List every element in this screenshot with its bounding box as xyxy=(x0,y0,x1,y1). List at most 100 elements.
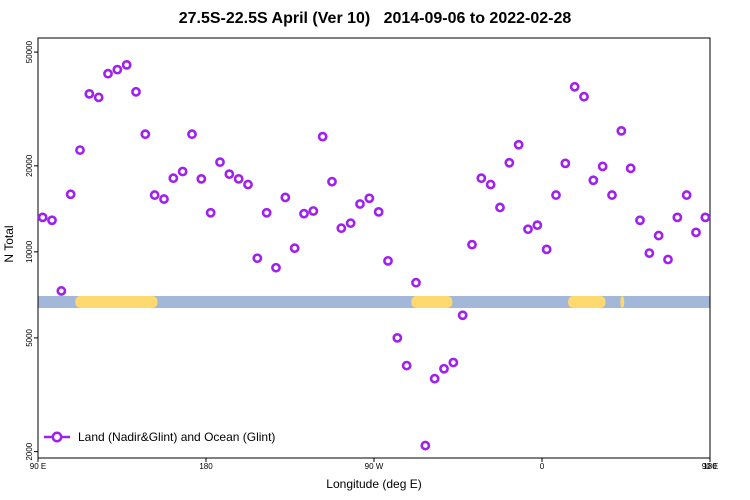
data-point xyxy=(140,129,151,140)
x-tick-label: 180 xyxy=(199,462,213,471)
scatter-series xyxy=(37,59,711,451)
y-axis-label: N Total xyxy=(2,225,16,263)
data-point xyxy=(224,169,235,180)
data-point xyxy=(448,357,459,368)
data-point xyxy=(252,253,263,264)
data-point xyxy=(560,158,571,169)
data-point xyxy=(569,81,580,92)
data-point xyxy=(355,199,365,209)
data-point xyxy=(112,64,123,75)
data-point xyxy=(308,206,319,216)
data-point xyxy=(635,215,645,226)
data-point xyxy=(177,166,188,177)
data-point xyxy=(103,68,113,79)
x-tick-label: 90 E xyxy=(30,462,46,471)
data-point xyxy=(495,202,505,213)
data-point xyxy=(327,176,337,187)
data-point xyxy=(280,192,291,203)
data-point xyxy=(373,206,384,217)
data-point xyxy=(93,92,104,103)
x-tick-label: 180 xyxy=(703,462,717,471)
data-point xyxy=(457,310,468,321)
data-point xyxy=(233,173,244,184)
data-point xyxy=(700,212,711,223)
data-point xyxy=(168,173,179,184)
data-point xyxy=(65,189,76,200)
data-point xyxy=(691,227,701,238)
data-point xyxy=(364,193,375,204)
x-axis-label: Longitude (deg E) xyxy=(326,477,422,491)
data-point xyxy=(439,363,449,374)
data-point xyxy=(56,286,67,296)
data-point xyxy=(513,139,524,150)
data-point xyxy=(597,161,608,172)
data-point xyxy=(84,88,95,99)
data-point xyxy=(504,157,515,168)
data-point xyxy=(401,360,412,371)
land-band-segment xyxy=(568,296,606,308)
data-point xyxy=(215,157,225,168)
data-point xyxy=(420,440,431,451)
data-point xyxy=(532,220,543,231)
data-point xyxy=(392,332,403,343)
data-point xyxy=(467,239,477,250)
data-point xyxy=(317,131,328,142)
chart-title: 27.5S-22.5S April (Ver 10) 2014-09-06 to… xyxy=(178,10,572,27)
legend-label: Land (Nadir&Glint) and Ocean (Glint) xyxy=(78,430,276,444)
y-tick-label: 10000 xyxy=(25,240,34,263)
data-point xyxy=(261,207,272,218)
data-point xyxy=(579,91,589,102)
data-point xyxy=(149,190,160,200)
land-band-segment xyxy=(620,296,625,308)
legend: Land (Nadir&Glint) and Ocean (Glint) xyxy=(42,428,275,446)
land-band-segment xyxy=(75,296,158,308)
data-point xyxy=(616,125,627,136)
data-point xyxy=(653,230,664,241)
data-point xyxy=(47,215,57,226)
x-tick-label: 90 W xyxy=(365,462,384,471)
data-point xyxy=(289,243,300,254)
data-point xyxy=(37,212,48,223)
y-axis-ticks: 2000 5000 10000 20000 50000 xyxy=(25,40,38,461)
data-point xyxy=(345,218,356,229)
y-tick-label: 50000 xyxy=(25,40,34,63)
data-point xyxy=(196,173,207,184)
data-point xyxy=(681,190,692,200)
data-point xyxy=(644,248,655,258)
data-point xyxy=(75,145,85,155)
data-point xyxy=(607,190,617,200)
plot-frame xyxy=(37,37,711,459)
data-point xyxy=(663,254,673,265)
x-tick-label: 90 E xyxy=(702,462,718,471)
data-point xyxy=(243,179,253,190)
land-band-segment xyxy=(411,296,453,308)
data-point xyxy=(588,175,599,186)
data-point xyxy=(131,86,141,97)
data-point xyxy=(121,59,132,70)
y-tick-label: 20000 xyxy=(25,154,34,177)
data-point xyxy=(476,173,487,184)
data-point xyxy=(336,223,347,234)
data-point xyxy=(625,163,636,174)
y-tick-label: 2000 xyxy=(25,442,34,460)
data-point xyxy=(429,373,440,384)
data-point xyxy=(383,255,393,266)
data-point xyxy=(485,179,496,190)
legend-marker-icon xyxy=(44,431,70,443)
data-point xyxy=(523,224,533,235)
data-point xyxy=(271,262,281,273)
data-point xyxy=(299,208,309,219)
x-tick-label: 0 xyxy=(540,462,545,471)
data-point xyxy=(205,207,216,218)
ocean-band xyxy=(38,296,710,308)
data-point xyxy=(551,190,561,200)
y-tick-label: 5000 xyxy=(25,328,34,346)
land-ocean-band xyxy=(38,296,710,308)
data-point xyxy=(541,244,552,255)
data-point xyxy=(672,212,683,223)
data-point xyxy=(187,129,197,140)
data-point xyxy=(159,194,169,204)
data-point xyxy=(411,277,421,288)
